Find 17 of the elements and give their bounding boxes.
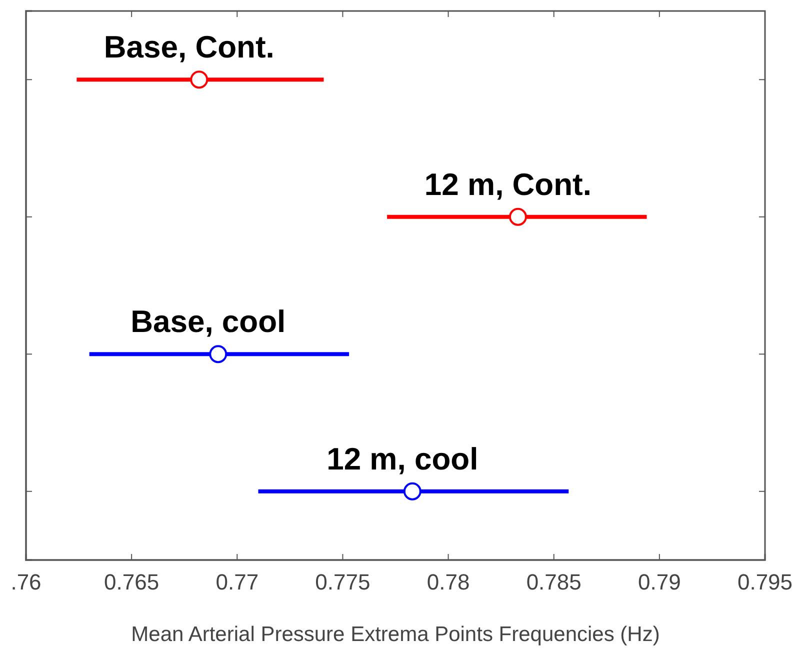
x-axis-title: Mean Arterial Pressure Extrema Points Frequencies (Hz) — [131, 623, 660, 646]
annotation: Base, cool — [130, 304, 286, 340]
x-tick-label: 0.77 — [216, 570, 259, 595]
point — [403, 482, 422, 500]
x-tick-label: 0.795 — [737, 570, 793, 595]
annotation: 12 m, Cont. — [424, 166, 592, 202]
x-tick-label: 0.79 — [638, 570, 681, 595]
x-tick-label: 0.78 — [426, 570, 470, 595]
x-tick-label: 0.785 — [526, 570, 582, 595]
x-tick-label: 0.775 — [315, 570, 370, 595]
annotation: Base, Cont. — [104, 30, 274, 65]
point — [209, 345, 228, 364]
point — [190, 70, 208, 89]
point — [508, 208, 527, 226]
x-tick-label: .76 — [10, 570, 42, 595]
annotation: 12 m, cool — [326, 441, 478, 476]
x-tick-label: 0.765 — [104, 570, 160, 595]
